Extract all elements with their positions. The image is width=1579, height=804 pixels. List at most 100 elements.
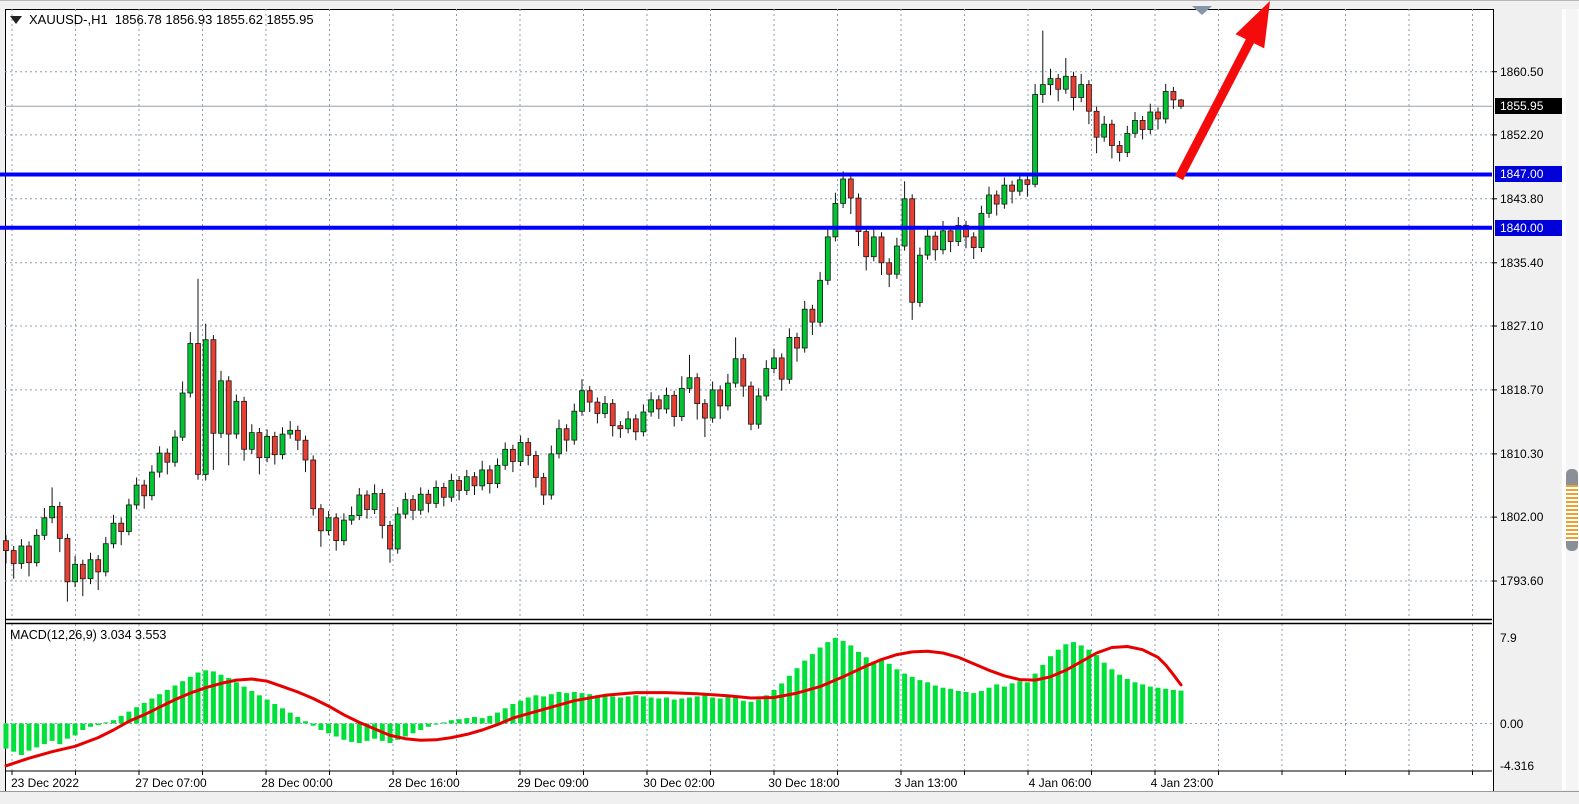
candle-body — [448, 480, 455, 498]
level-price-badge: 1847.00 — [1495, 166, 1562, 183]
candle-body — [594, 401, 601, 414]
candle-body — [1032, 94, 1038, 185]
time-axis-label[interactable]: 27 Dec 07:00 — [135, 776, 207, 790]
macd-histogram-bar — [932, 685, 938, 724]
chart-title: XAUUSD-,H1 1856.78 1856.93 1855.62 1855.… — [10, 12, 314, 28]
candle-body — [187, 343, 194, 394]
macd-histogram-bar — [448, 720, 454, 724]
macd-histogram-bar — [402, 723, 408, 737]
trend-arrow-head[interactable] — [1235, 1, 1270, 49]
candle-body — [1162, 91, 1169, 120]
candle-body — [878, 236, 885, 264]
candle-body — [233, 400, 240, 435]
macd-histogram-bar — [341, 723, 347, 740]
price-axis-label: 1852.20 — [1500, 127, 1544, 142]
candle-body — [763, 368, 770, 397]
macd-histogram-bar — [1124, 679, 1130, 724]
vertical-scrollbar-thumb[interactable] — [1566, 469, 1578, 551]
candle-body — [141, 484, 148, 497]
marker-triangle-icon[interactable] — [1192, 6, 1212, 15]
macd-histogram-bar — [195, 672, 201, 724]
time-axis-label[interactable]: 28 Dec 00:00 — [261, 776, 333, 790]
macd-histogram-bar — [387, 723, 393, 743]
macd-histogram-bar — [748, 701, 754, 724]
macd-histogram-bar — [571, 692, 577, 724]
macd-histogram-bar — [210, 671, 216, 724]
candle-body — [49, 505, 55, 519]
candle-body — [72, 563, 78, 583]
macd-histogram-bar — [218, 674, 224, 724]
candle-body — [371, 493, 378, 510]
macd-histogram-bar — [1063, 644, 1069, 724]
symbol-dropdown-icon[interactable] — [10, 16, 22, 24]
scrollbar-grip-icon — [1566, 485, 1578, 541]
time-axis-label[interactable]: 4 Jan 23:00 — [1150, 776, 1214, 790]
macd-histogram-bar — [879, 659, 884, 724]
candle-body — [118, 522, 125, 533]
macd-histogram-bar — [233, 682, 239, 724]
macd-histogram-bar — [564, 693, 570, 724]
macd-histogram-bar — [111, 720, 116, 724]
candle-body — [1062, 75, 1069, 90]
candle-body — [271, 435, 278, 456]
macd-histogram-bar — [1163, 688, 1169, 724]
candle-body — [3, 540, 9, 552]
macd-histogram-bar — [464, 718, 470, 724]
macd-histogram-bar — [418, 723, 424, 730]
ohlc-readout: 1856.78 1856.93 1855.62 1855.95 — [114, 12, 314, 27]
candle-body — [794, 336, 800, 349]
candle-body — [148, 471, 155, 497]
macd-histogram-bar — [80, 723, 86, 730]
macd-histogram-bar — [602, 694, 608, 724]
time-axis-label[interactable]: 4 Jan 06:00 — [1028, 776, 1092, 790]
macd-histogram-bar — [656, 698, 662, 724]
time-axis-label[interactable]: 30 Dec 18:00 — [768, 776, 840, 790]
candle-body — [963, 225, 969, 238]
macd-histogram-bar — [786, 675, 792, 724]
candle-body — [1001, 184, 1008, 205]
time-axis-label[interactable]: 29 Dec 09:00 — [517, 776, 589, 790]
candle-body — [1124, 132, 1131, 153]
price-axis-label: 1835.40 — [1500, 255, 1544, 270]
candle-body — [901, 198, 908, 247]
candle-body — [917, 254, 923, 303]
macd-histogram-bar — [11, 723, 17, 752]
candle-body — [509, 448, 516, 462]
time-axis-label[interactable]: 30 Dec 02:00 — [643, 776, 715, 790]
candle-body — [755, 395, 762, 425]
time-axis-label[interactable]: 3 Jan 13:00 — [894, 776, 958, 790]
candle-body — [894, 245, 900, 275]
macd-histogram-bar — [710, 697, 716, 724]
candle-body — [202, 339, 209, 475]
candle-body — [302, 439, 309, 461]
macd-histogram-bar — [525, 697, 531, 724]
time-axis-label[interactable]: 28 Dec 16:00 — [388, 776, 460, 790]
macd-histogram-bar — [909, 676, 915, 724]
candle-body — [847, 178, 854, 199]
macd-histogram-bar — [694, 696, 700, 724]
macd-histogram-bar — [1147, 686, 1153, 724]
macd-histogram-bar — [303, 721, 308, 724]
macd-histogram-bar — [687, 697, 692, 724]
candle-body — [310, 459, 317, 510]
candle-body — [1178, 99, 1184, 107]
candle-body — [1109, 123, 1115, 146]
macd-histogram-bar — [134, 707, 140, 724]
trend-arrow-shaft[interactable] — [1175, 38, 1254, 181]
candle-body — [440, 486, 447, 498]
macd-histogram-bar — [164, 689, 170, 724]
macd-histogram-bar — [256, 695, 262, 724]
candle-body — [102, 543, 109, 573]
candle-body — [394, 513, 401, 550]
time-axis-label[interactable]: 23 Dec 2022 — [10, 776, 80, 790]
macd-histogram-bar — [587, 694, 593, 724]
vertical-scrollbar-track[interactable] — [1566, 9, 1578, 790]
candle-body — [525, 442, 532, 456]
candle-body — [1086, 84, 1092, 112]
macd-histogram-bar — [917, 680, 923, 724]
candle-body — [41, 517, 48, 536]
candle-body — [317, 508, 324, 532]
macd-histogram-bar — [633, 695, 639, 724]
macd-histogram-bar — [594, 695, 600, 724]
